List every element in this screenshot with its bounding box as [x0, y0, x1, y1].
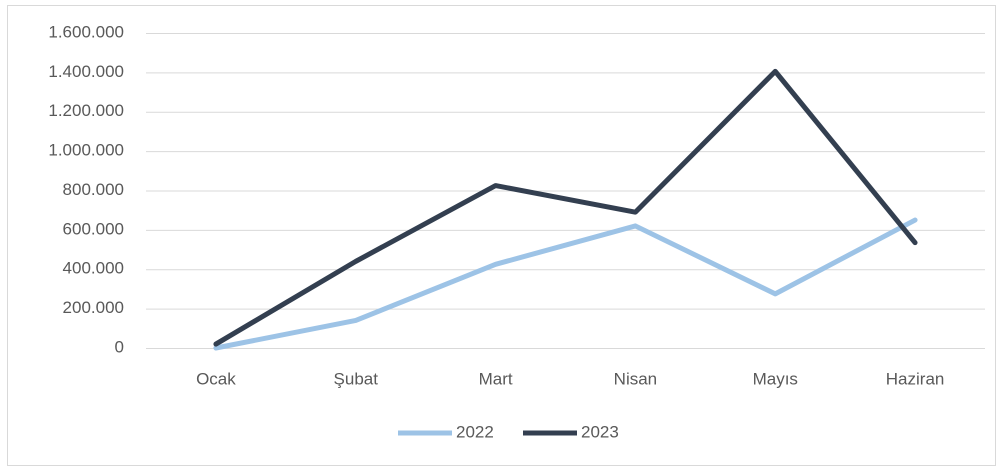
y-tick-label: 1.400.000 — [48, 62, 124, 81]
y-tick-label: 600.000 — [63, 219, 124, 238]
x-tick-label: Haziran — [886, 369, 945, 388]
y-tick-label: 400.000 — [63, 259, 124, 278]
y-tick-label: 0 — [115, 337, 124, 356]
x-tick-label: Mayıs — [753, 369, 798, 388]
x-tick-label: Mart — [479, 369, 513, 388]
series-line — [213, 217, 918, 351]
y-tick-label: 1.200.000 — [48, 101, 124, 120]
legend-label: 2023 — [581, 422, 619, 441]
y-tick-label: 1.000.000 — [48, 141, 124, 160]
y-tick-label: 800.000 — [63, 180, 124, 199]
chart-border — [7, 5, 996, 466]
x-tick-label: Nisan — [614, 369, 657, 388]
x-tick-label: Ocak — [196, 369, 236, 388]
y-tick-label: 200.000 — [63, 298, 124, 317]
legend-label: 2022 — [456, 422, 494, 441]
x-tick-label: Şubat — [334, 369, 379, 388]
series-line — [213, 68, 918, 347]
y-tick-label: 1.600.000 — [48, 22, 124, 41]
